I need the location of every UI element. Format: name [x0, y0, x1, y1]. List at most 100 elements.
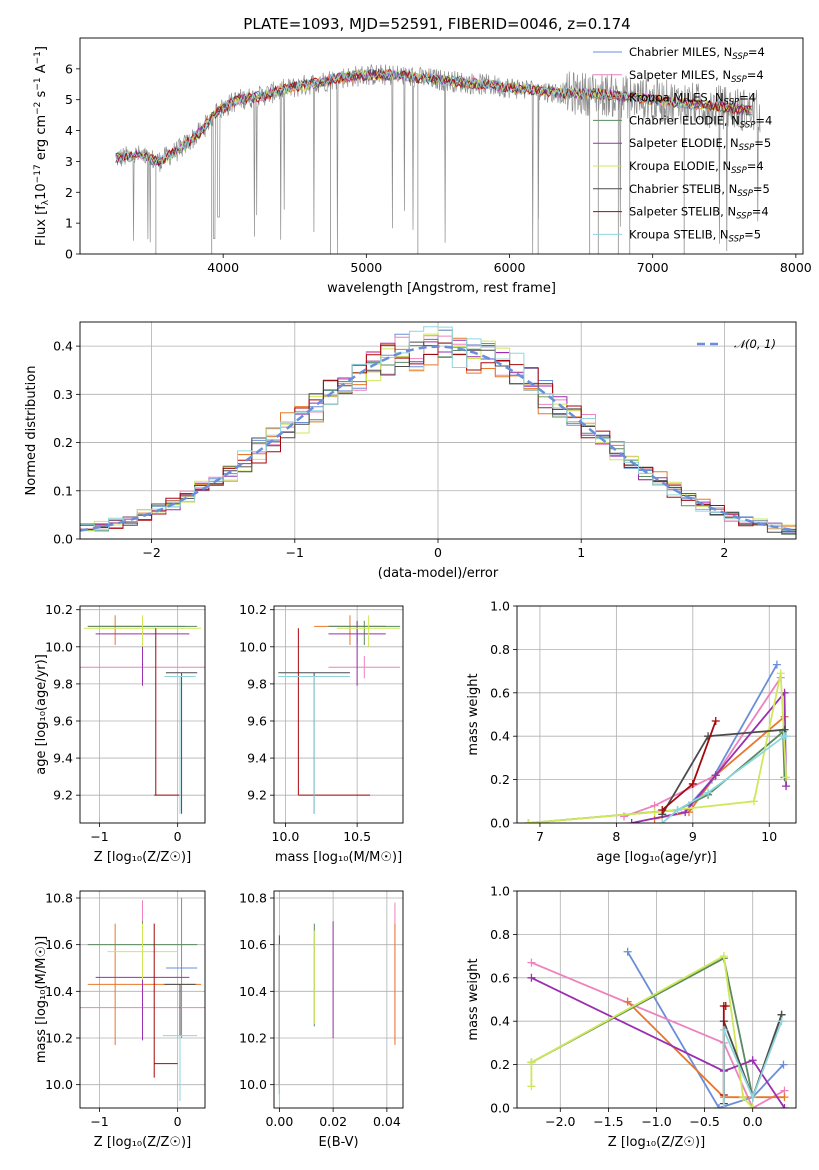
- weight-marker-salpeter_stelib: [721, 1002, 730, 1011]
- weight-marker-kroupa_stelib: [719, 1025, 728, 1034]
- weight-lines: [527, 947, 789, 1108]
- x-axis-label: E(B-V): [318, 1135, 358, 1150]
- weight-marker-kroupa_elodie: [524, 819, 533, 823]
- weight-marker-kroupa_elodie: [527, 1058, 536, 1067]
- y-tick-label: 9.6: [247, 713, 267, 728]
- y-tick-label: 10.4: [45, 984, 73, 999]
- y-axis-label: mass weight: [466, 958, 481, 1040]
- x-tick-label: −2: [142, 545, 160, 560]
- x-tick-label: 0.02: [319, 1114, 347, 1129]
- weight-marker-chabrier_miles: [623, 947, 632, 956]
- weight-marker-salpeter_stelib: [688, 779, 697, 788]
- y-axis-label: mass weight: [466, 673, 481, 755]
- legend-label: Kroupa STELIB, NSSP=5: [629, 227, 761, 244]
- legend-label: Kroupa ELODIE, NSSP=4: [629, 159, 764, 176]
- weight-marker-kroupa_stelib: [704, 788, 713, 797]
- y-axis-label: Normed distribution: [24, 366, 39, 496]
- weight-marker-kroupa_stelib: [658, 819, 667, 823]
- x-tick-label: 0: [434, 545, 442, 560]
- y-tick-label: 10.2: [45, 1031, 73, 1046]
- weight-marker-kroupa_stelib: [719, 1104, 728, 1108]
- y-tick-label: 10.0: [45, 1077, 73, 1092]
- plot-frame: [516, 605, 797, 824]
- y-tick-label: 0.2: [490, 772, 510, 787]
- model-spectrum-kroupa_miles: [115, 68, 752, 167]
- y-tick-label: 9.4: [53, 751, 73, 766]
- error-bars: [80, 898, 205, 1101]
- weight-line-kroupa_miles: [626, 1001, 785, 1099]
- x-tick-label: 8000: [780, 260, 812, 275]
- x-tick-label: 7000: [637, 260, 669, 275]
- weight-marker-chabrier_miles: [772, 660, 781, 669]
- x-tick-label: 9: [689, 829, 697, 844]
- x-tick-label: 10.0: [272, 829, 300, 844]
- x-tick-label: 5000: [350, 260, 382, 275]
- weight-marker-salpeter_elodie: [782, 782, 791, 791]
- legend-label: 𝒩(0, 1): [734, 337, 776, 351]
- histogram-series: [80, 326, 796, 539]
- weight-marker-salpeter_elodie: [527, 973, 536, 982]
- x-tick-label: 7: [536, 829, 544, 844]
- y-tick-label: 0.8: [490, 927, 510, 942]
- y-tick-label: 1.0: [490, 884, 510, 899]
- x-tick-label: −2.0: [545, 1114, 575, 1129]
- x-tick-label: −1: [286, 545, 304, 560]
- y-tick-label: 0.0: [490, 1101, 510, 1116]
- plot-frame: [516, 890, 797, 1109]
- y-tick-label: 10.2: [45, 602, 73, 617]
- spectrum-panel: PLATE=1093, MJD=52591, FIBERID=0046, z=0…: [33, 15, 812, 296]
- x-tick-label: −1.0: [641, 1114, 671, 1129]
- x-tick-label: 10: [761, 829, 777, 844]
- y-tick-label: 0.3: [53, 387, 73, 402]
- weight-marker-chabrier_miles: [715, 1104, 724, 1108]
- mass-vs-metallicity-panel: −1 0 10.0 10.2 10.4 10.6 10.8 Z [log₁₀(Z/Z☉)] ma…: [34, 890, 206, 1150]
- y-tick-label: 3: [65, 154, 73, 169]
- y-tick-label: 0.2: [53, 435, 73, 450]
- weight-marker-kroupa_stelib: [782, 732, 791, 741]
- weight-marker-kroupa_elodie: [739, 1093, 748, 1102]
- weight-marker-salpeter_stelib: [711, 717, 720, 726]
- legend-label: Chabrier STELIB, NSSP=5: [629, 182, 770, 199]
- plot-frame: [79, 37, 804, 255]
- weight-marker-salpeter_miles: [527, 958, 536, 967]
- weight-line-chabrier_miles: [626, 951, 785, 1108]
- x-axis-label: Z [log₁₀(Z/Z☉)]: [94, 850, 191, 865]
- y-tick-label: 10.0: [45, 639, 73, 654]
- x-tick-label: 6000: [494, 260, 526, 275]
- y-axis-label: Flux [fλ10−17 erg cm−2 s−1 A−1]: [33, 46, 51, 246]
- x-tick-label: 10.5: [343, 829, 371, 844]
- plot-frame: [79, 605, 206, 824]
- y-tick-label: 4: [65, 123, 73, 138]
- weight-marker-kroupa_elodie: [748, 1104, 757, 1108]
- y-tick-label: 9.4: [247, 751, 267, 766]
- y-tick-label: 10.2: [239, 1031, 267, 1046]
- x-axis-label: age [log₁₀(age/yr)]: [596, 850, 717, 865]
- y-tick-label: 0.0: [490, 816, 510, 831]
- plot-frame: [79, 890, 206, 1109]
- y-tick-label: 9.6: [53, 713, 73, 728]
- y-tick-label: 6: [65, 61, 73, 76]
- x-axis-label: mass [log₁₀(M/M☉)]: [275, 850, 402, 865]
- weight-line-chabrier_elodie: [528, 730, 786, 823]
- y-tick-label: 0.1: [53, 483, 73, 498]
- plot-frame: [79, 321, 797, 540]
- weight-line-salpeter_elodie: [531, 976, 786, 1108]
- x-tick-label: −0.5: [689, 1114, 719, 1129]
- y-tick-label: 0: [65, 247, 73, 262]
- x-tick-label: −1: [90, 829, 108, 844]
- weight-marker-kroupa_miles: [623, 997, 632, 1006]
- weight-marker-kroupa_elodie: [776, 669, 785, 678]
- y-tick-label: 10.2: [239, 602, 267, 617]
- error-bars: [278, 902, 396, 1099]
- weight-lines: [524, 660, 791, 823]
- weight-marker-salpeter_elodie: [780, 1104, 789, 1108]
- x-tick-label: −1.5: [593, 1114, 623, 1129]
- plot-frame: [273, 890, 404, 1109]
- histogram-kroupa_stelib: [80, 326, 796, 539]
- error-bars: [80, 615, 205, 814]
- y-tick-label: 0.4: [490, 729, 510, 744]
- x-tick-label: 0.00: [265, 1114, 293, 1129]
- legend-label: Salpeter ELODIE, NSSP=5: [629, 136, 771, 153]
- y-tick-label: 5: [65, 92, 73, 107]
